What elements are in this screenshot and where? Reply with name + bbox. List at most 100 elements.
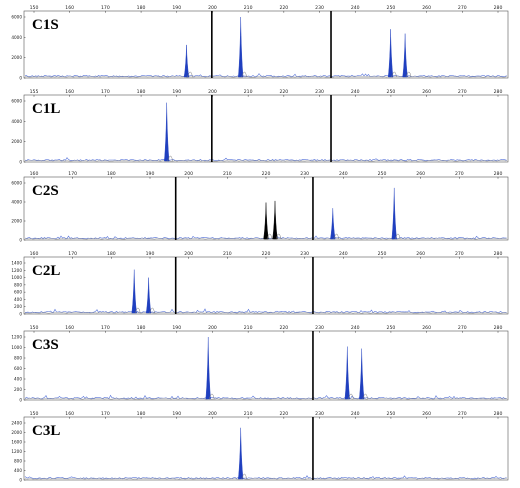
secondary-trace: [24, 75, 508, 78]
x-tick-label: 200: [208, 411, 217, 417]
x-tick-label: 270: [455, 171, 464, 177]
x-tick-label: 220: [262, 251, 271, 257]
y-tick-label: 2000: [11, 55, 22, 60]
y-tick-label: 1000: [11, 275, 22, 280]
x-tick-label: 250: [387, 5, 396, 11]
peak: [145, 277, 152, 314]
y-tick-label: 200: [14, 387, 22, 392]
peak-shoulder: [348, 393, 354, 400]
x-tick-label: 270: [458, 5, 467, 11]
peak-shoulder: [275, 233, 282, 240]
peak: [238, 427, 244, 480]
y-tick-label: 1200: [11, 449, 22, 454]
y-tick-label: 0: [19, 238, 22, 243]
y-tick-label: 1000: [11, 345, 22, 350]
y-tick-label: 2000: [11, 430, 22, 435]
x-tick-label: 280: [494, 411, 503, 417]
peak: [391, 187, 397, 240]
peak-shoulder: [266, 233, 273, 240]
x-tick-label: 180: [137, 5, 146, 11]
panel-svg: 150 160 170 180 190 200 210 220 230 240 250 260 270 2…: [11, 5, 509, 81]
peak: [205, 336, 211, 400]
x-tick-label: 160: [65, 411, 74, 417]
peak: [263, 202, 269, 240]
x-tick-label: 160: [65, 5, 74, 11]
x-tick-label: 150: [30, 411, 39, 417]
peak-shoulder: [208, 393, 215, 400]
x-tick-label: 270: [458, 411, 467, 417]
y-tick-label: 6000: [11, 181, 22, 186]
x-tick-label: 240: [351, 89, 360, 95]
panel-svg: 155 160 170 180 190 200 210 220 230 240 250 260 270 2…: [11, 89, 509, 165]
x-tick-label: 240: [339, 171, 348, 177]
x-tick-label: 160: [30, 251, 39, 257]
x-tick-label: 170: [101, 411, 110, 417]
peak-shoulder: [241, 473, 247, 480]
x-tick-label: 230: [300, 171, 309, 177]
x-tick-label: 280: [494, 251, 503, 257]
x-tick-label: 220: [279, 5, 288, 11]
x-tick-label: 230: [315, 325, 324, 331]
peak-shoulder: [167, 155, 173, 162]
peak-shoulder: [362, 393, 368, 400]
x-tick-label: 200: [208, 5, 217, 11]
x-tick-label: 220: [262, 171, 271, 177]
peak: [359, 348, 365, 400]
baseline-trace: [24, 73, 507, 78]
y-tick-label: 1200: [11, 268, 22, 273]
x-tick-label: 250: [378, 171, 387, 177]
x-tick-label: 270: [458, 325, 467, 331]
x-tick-label: 180: [137, 411, 146, 417]
x-tick-label: 220: [279, 411, 288, 417]
y-tick-label: 6000: [11, 99, 22, 104]
x-tick-label: 200: [208, 89, 217, 95]
y-tick-label: 400: [14, 468, 22, 473]
y-tick-label: 2400: [11, 421, 22, 426]
y-tick-label: 800: [14, 282, 22, 287]
y-tick-label: 1400: [11, 261, 22, 266]
peak: [238, 16, 244, 78]
peak-shoulder: [405, 71, 412, 78]
y-tick-label: 1200: [11, 335, 22, 340]
peak: [330, 208, 336, 240]
x-tick-label: 200: [208, 325, 217, 331]
x-tick-label: 180: [137, 325, 146, 331]
plot-frame: [23, 330, 509, 401]
x-tick-label: 280: [494, 325, 503, 331]
peak-shoulder: [333, 233, 340, 240]
peak-shoulder: [187, 71, 193, 78]
x-tick-label: 190: [172, 325, 181, 331]
x-tick-label: 230: [315, 411, 324, 417]
y-tick-label: 4000: [11, 35, 22, 40]
x-tick-label: 260: [416, 251, 425, 257]
panel-c2s: 160 170 180 190 200 210 220 230 240 250 260 270 280 6…: [0, 168, 520, 244]
x-tick-label: 250: [378, 251, 387, 257]
x-tick-label: 240: [351, 5, 360, 11]
peak: [164, 102, 170, 162]
x-tick-label: 200: [184, 171, 193, 177]
y-tick-label: 600: [14, 290, 22, 295]
panel-svg: 160 170 180 190 200 210 220 230 240 250 260 270 280 6…: [11, 171, 509, 243]
x-tick-label: 170: [68, 251, 77, 257]
x-tick-label: 210: [244, 325, 253, 331]
y-tick-label: 800: [14, 459, 22, 464]
peak-shoulder: [134, 307, 141, 314]
x-tick-label: 260: [422, 89, 431, 95]
y-tick-label: 2000: [11, 219, 22, 224]
x-tick-label: 170: [101, 89, 110, 95]
secondary-trace: [24, 397, 507, 400]
plot-frame: [23, 94, 509, 163]
x-tick-label: 260: [422, 5, 431, 11]
y-tick-label: 200: [14, 304, 22, 309]
panel-label: C3S: [32, 337, 59, 353]
x-tick-label: 190: [146, 171, 155, 177]
x-tick-label: 270: [458, 89, 467, 95]
panel-c3l: 150 160 170 180 190 200 210 220 230 240 250 260 270 2…: [0, 408, 520, 484]
plot-frame: [23, 256, 509, 315]
x-tick-label: 190: [172, 411, 181, 417]
x-tick-label: 220: [279, 325, 288, 331]
x-tick-label: 250: [387, 325, 396, 331]
x-tick-label: 160: [30, 171, 39, 177]
secondary-trace: [24, 311, 508, 314]
y-tick-label: 6000: [11, 15, 22, 20]
